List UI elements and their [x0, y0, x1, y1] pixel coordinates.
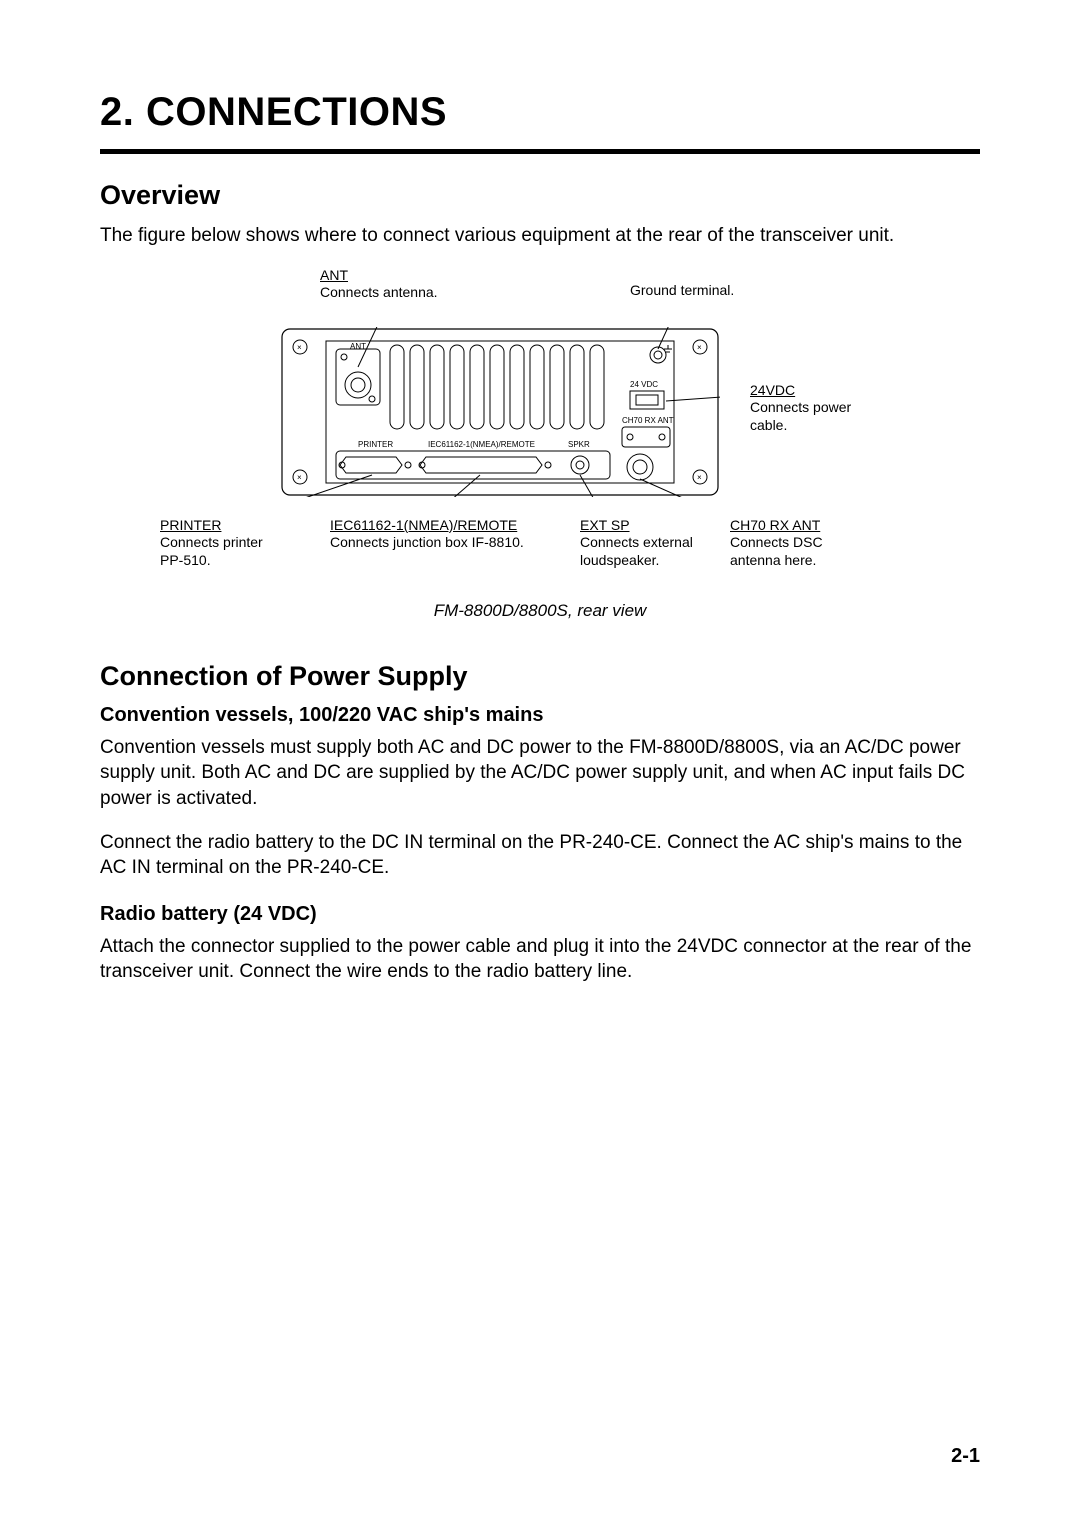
- callout-ch70-desc-b: antenna here.: [730, 552, 816, 568]
- power-sub2-p1: Attach the connector supplied to the pow…: [100, 934, 980, 985]
- panel-label-24vdc: 24 VDC: [630, 380, 658, 389]
- svg-text:×: ×: [297, 473, 302, 482]
- callout-extsp-title: EXT SP: [580, 517, 630, 533]
- power-sub2-heading: Radio battery (24 VDC): [100, 903, 980, 926]
- callout-nmea: IEC61162-1(NMEA)/REMOTE Connects junctio…: [330, 517, 524, 552]
- power-sub1-p2: Connect the radio battery to the DC IN t…: [100, 830, 980, 881]
- callout-nmea-desc: Connects junction box IF-8810.: [330, 534, 524, 550]
- callout-ch70-title: CH70 RX ANT: [730, 517, 820, 533]
- panel-label-printer: PRINTER: [358, 440, 393, 449]
- callout-extsp-desc-a: Connects external: [580, 534, 693, 550]
- overview-intro: The figure below shows where to connect …: [100, 223, 980, 249]
- svg-text:×: ×: [697, 343, 702, 352]
- power-sub1-heading: Convention vessels, 100/220 VAC ship's m…: [100, 704, 980, 727]
- page-number: 2-1: [951, 1445, 980, 1468]
- callout-ground: Ground terminal.: [630, 282, 734, 300]
- chapter-title: 2. CONNECTIONS: [100, 90, 980, 135]
- callout-24vdc-desc-b: cable.: [750, 417, 787, 433]
- callout-extsp: EXT SP Connects external loudspeaker.: [580, 517, 693, 570]
- callout-printer-desc-b: PP-510.: [160, 552, 211, 568]
- figure-caption: FM-8800D/8800S, rear view: [100, 601, 980, 621]
- callout-24vdc: 24VDC Connects power cable.: [750, 382, 851, 435]
- panel-label-ch70: CH70 RX ANT: [622, 416, 674, 425]
- callout-ch70: CH70 RX ANT Connects DSC antenna here.: [730, 517, 823, 570]
- callout-printer-title: PRINTER: [160, 517, 221, 533]
- svg-text:×: ×: [297, 343, 302, 352]
- callout-extsp-desc-b: loudspeaker.: [580, 552, 659, 568]
- callout-printer: PRINTER Connects printer PP-510.: [160, 517, 263, 570]
- panel-label-nmea: IEC61162-1(NMEA)/REMOTE: [428, 440, 535, 449]
- svg-text:×: ×: [697, 473, 702, 482]
- panel-label-spkr: SPKR: [568, 440, 590, 449]
- callout-nmea-title: IEC61162-1(NMEA)/REMOTE: [330, 517, 517, 533]
- callout-printer-desc-a: Connects printer: [160, 534, 263, 550]
- callout-ant-title: ANT: [320, 267, 348, 283]
- callout-ant: ANT Connects antenna.: [320, 267, 438, 302]
- power-sub1-p1: Convention vessels must supply both AC a…: [100, 735, 980, 812]
- power-heading: Connection of Power Supply: [100, 661, 980, 692]
- callout-ground-desc: Ground terminal.: [630, 282, 734, 298]
- overview-heading: Overview: [100, 180, 980, 211]
- callout-24vdc-title: 24VDC: [750, 382, 795, 398]
- rear-view-figure: ANT Connects antenna. Ground terminal. 2…: [160, 267, 920, 587]
- rear-panel-svg: × × × × ANT 24 V: [280, 327, 720, 497]
- title-rule: [100, 149, 980, 154]
- callout-ant-desc: Connects antenna.: [320, 284, 438, 300]
- panel-label-ant: ANT: [350, 342, 366, 351]
- callout-ch70-desc-a: Connects DSC: [730, 534, 823, 550]
- callout-24vdc-desc-a: Connects power: [750, 399, 851, 415]
